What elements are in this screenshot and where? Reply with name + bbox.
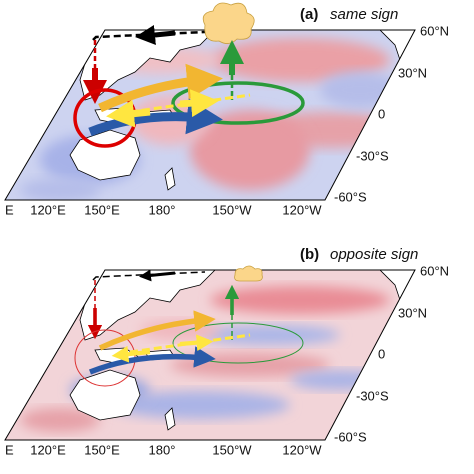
lon-label: 150°E — [84, 202, 120, 217]
lat-label: 0 — [378, 106, 385, 121]
arrow-yellow-2 — [106, 99, 151, 128]
lat-label: 60°N — [420, 263, 449, 278]
panel-label: (a) — [300, 6, 318, 23]
anomaly — [20, 178, 100, 200]
lat-label: -60°S — [334, 429, 367, 444]
anomaly — [210, 38, 390, 82]
lon-label: 150°E — [84, 442, 120, 457]
map-panel: (a) same sign 60°N 30°N 0 -30°S -60°S E 120°E 150… — [4, 2, 449, 217]
anomaly — [320, 72, 400, 108]
map-frame — [4, 269, 416, 441]
ellipse-green — [171, 81, 305, 125]
lon-label: 150°W — [212, 442, 252, 457]
arrow-yellow-1 — [179, 89, 219, 118]
arrow-orange — [98, 310, 216, 351]
link-arrow — [135, 25, 176, 45]
map-field — [5, 30, 415, 200]
land-nz — [164, 407, 176, 431]
anomaly — [290, 370, 390, 390]
lat-label: 30°N — [398, 305, 427, 320]
ellipse-green — [172, 322, 304, 364]
lon-label: 180° — [149, 442, 176, 457]
lon-label: 120°E — [30, 442, 66, 457]
arrow-blue — [88, 346, 216, 375]
lat-label: -30°S — [356, 388, 389, 403]
cloud — [202, 2, 255, 44]
arrow-yellow-1 — [179, 334, 214, 352]
lat-label: 0 — [378, 346, 385, 361]
map-frame — [4, 29, 416, 201]
land-australia — [69, 369, 141, 421]
anomaly — [110, 391, 290, 419]
lon-label: 120°E — [30, 202, 66, 217]
map-field — [5, 270, 415, 440]
anomaly — [20, 408, 100, 432]
lat-label: 60°N — [420, 23, 449, 38]
land-asia — [79, 270, 216, 341]
panel-label: (b) — [300, 246, 319, 263]
lon-label: E — [5, 202, 14, 217]
panel-title: same sign — [330, 6, 398, 23]
lat-label: -60°S — [334, 189, 367, 204]
link-arrow — [139, 269, 176, 282]
anomaly — [200, 325, 340, 345]
lon-label: 120°W — [282, 202, 322, 217]
lon-label: E — [5, 442, 14, 457]
arrow-yellow-2 — [111, 345, 151, 363]
dashed-link — [92, 271, 206, 281]
lon-label: 150°W — [212, 202, 252, 217]
lon-label: 120°W — [282, 442, 322, 457]
anomaly — [210, 286, 390, 314]
lon-label: 180° — [149, 202, 176, 217]
land-nz — [164, 167, 176, 191]
lat-label: 30°N — [398, 65, 427, 80]
dashed-link — [92, 30, 206, 41]
panel-title: opposite sign — [330, 246, 418, 263]
lat-label: -30°S — [356, 148, 389, 163]
cloud — [234, 265, 263, 282]
